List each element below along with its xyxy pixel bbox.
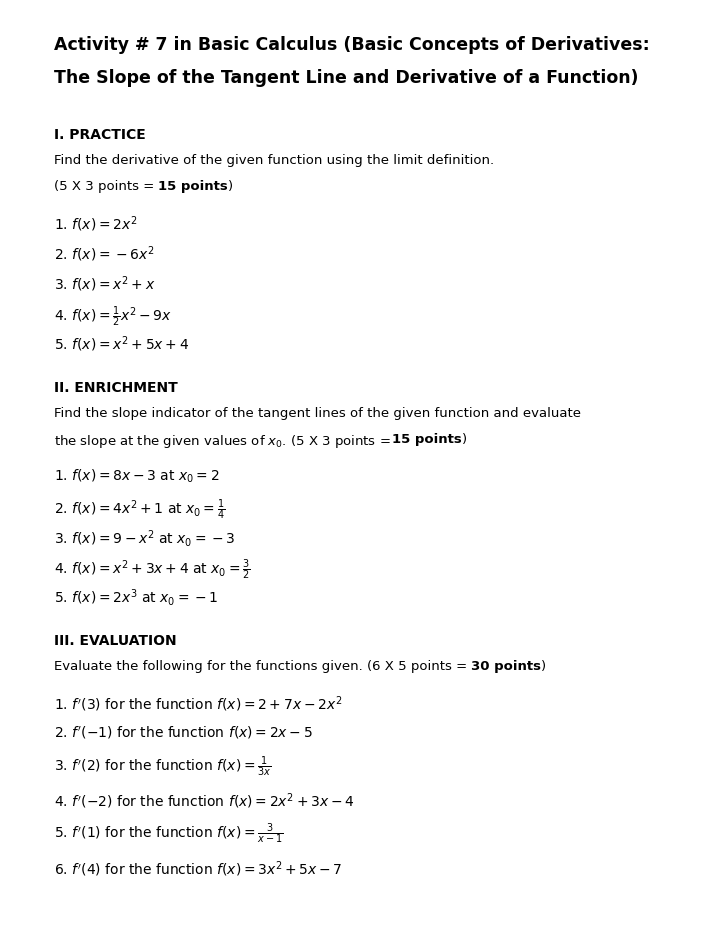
Text: 5. $f(x) = 2x^3$ at $x_0 = -1$: 5. $f(x) = 2x^3$ at $x_0 = -1$: [54, 588, 218, 608]
Text: 2. $f(x) = -6x^2$: 2. $f(x) = -6x^2$: [54, 244, 155, 264]
Text: ): ): [541, 660, 546, 673]
Text: III. EVALUATION: III. EVALUATION: [54, 634, 176, 648]
Text: Find the derivative of the given function using the limit definition.: Find the derivative of the given functio…: [54, 154, 494, 167]
Text: II. ENRICHMENT: II. ENRICHMENT: [54, 381, 178, 395]
Text: The Slope of the Tangent Line and Derivative of a Function): The Slope of the Tangent Line and Deriva…: [54, 69, 639, 87]
Text: Find the slope indicator of the tangent lines of the given function and evaluate: Find the slope indicator of the tangent …: [54, 407, 581, 420]
Text: Evaluate the following for the functions given. (6 X 5 points =: Evaluate the following for the functions…: [54, 660, 472, 673]
Text: 5. $f(x) = x^2 + 5x + 4$: 5. $f(x) = x^2 + 5x + 4$: [54, 334, 189, 354]
Text: ): ): [228, 180, 233, 193]
Text: 4. $f(x) = \frac{1}{2}x^2 - 9x$: 4. $f(x) = \frac{1}{2}x^2 - 9x$: [54, 304, 172, 329]
Text: Activity # 7 in Basic Calculus (Basic Concepts of Derivatives:: Activity # 7 in Basic Calculus (Basic Co…: [54, 36, 649, 53]
Text: 3. $f(x) = 9 - x^2$ at $x_0 = -3$: 3. $f(x) = 9 - x^2$ at $x_0 = -3$: [54, 528, 235, 548]
Text: 2. $f(x) = 4x^2 + 1$ at $x_0 = \frac{1}{4}$: 2. $f(x) = 4x^2 + 1$ at $x_0 = \frac{1}{…: [54, 498, 225, 522]
Text: the slope at the given values of $x_0$. (5 X 3 points =: the slope at the given values of $x_0$. …: [54, 433, 392, 450]
Text: 6. $f'(4)$ for the function $f(x) = 3x^2 + 5x - 7$: 6. $f'(4)$ for the function $f(x) = 3x^2…: [54, 859, 343, 879]
Text: 3. $f'(2)$ for the function $f(x) = \frac{1}{3x}$: 3. $f'(2)$ for the function $f(x) = \fra…: [54, 754, 271, 779]
Text: 3. $f(x) = x^2 + x$: 3. $f(x) = x^2 + x$: [54, 274, 156, 294]
Text: 4. $f(x) = x^2 + 3x + 4$ at $x_0 = \frac{3}{2}$: 4. $f(x) = x^2 + 3x + 4$ at $x_0 = \frac…: [54, 558, 251, 582]
Text: ): ): [462, 433, 467, 446]
Text: 5. $f'(1)$ for the function $f(x) = \frac{3}{x-1}$: 5. $f'(1)$ for the function $f(x) = \fra…: [54, 822, 283, 846]
Text: 30 points: 30 points: [472, 660, 541, 673]
Text: 2. $f'(-1)$ for the function $f(x) = 2x - 5$: 2. $f'(-1)$ for the function $f(x) = 2x …: [54, 724, 312, 740]
Text: 4. $f'(-2)$ for the function $f(x) = 2x^2 + 3x - 4$: 4. $f'(-2)$ for the function $f(x) = 2x^…: [54, 792, 354, 812]
Text: 1. $f(x) = 8x - 3$ at $x_0 = 2$: 1. $f(x) = 8x - 3$ at $x_0 = 2$: [54, 468, 220, 485]
Text: 1. $f(x) = 2x^2$: 1. $f(x) = 2x^2$: [54, 214, 138, 234]
Text: (5 X 3 points =: (5 X 3 points =: [54, 180, 158, 193]
Text: 1. $f'(3)$ for the function $f(x) = 2 + 7x - 2x^2$: 1. $f'(3)$ for the function $f(x) = 2 + …: [54, 695, 342, 714]
Text: I. PRACTICE: I. PRACTICE: [54, 127, 145, 141]
Text: 15 points: 15 points: [158, 180, 228, 193]
Text: 15 points: 15 points: [392, 433, 462, 446]
